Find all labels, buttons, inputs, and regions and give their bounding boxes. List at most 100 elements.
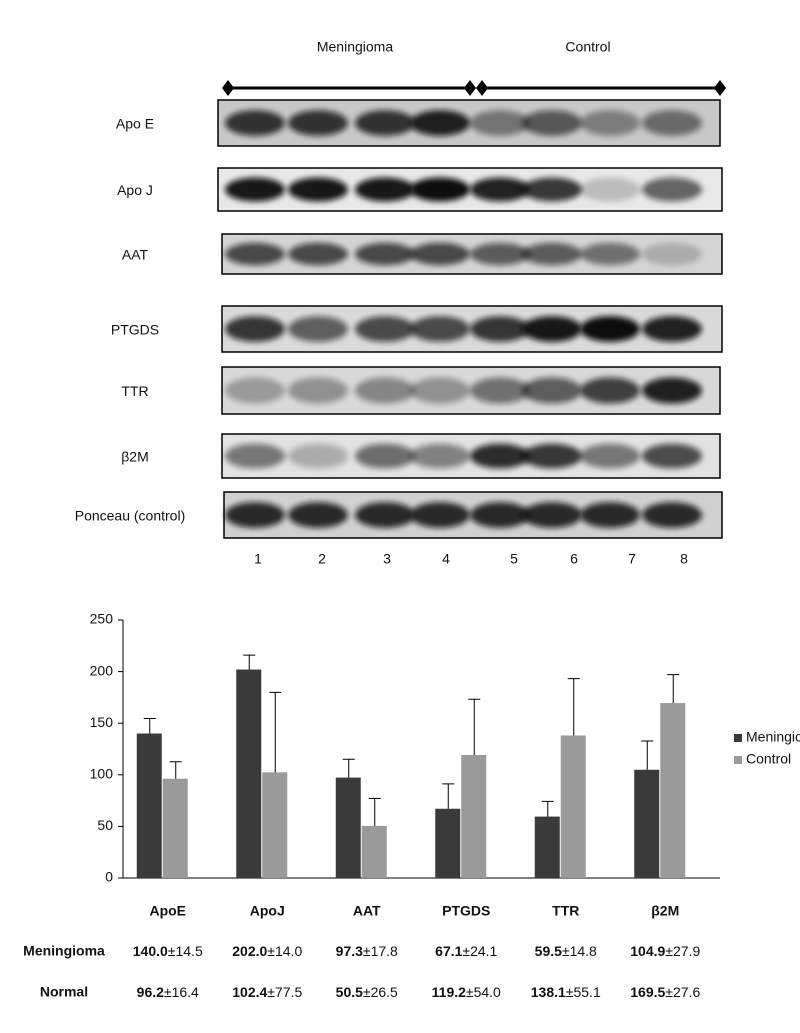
table-row-label: Meningioma	[23, 943, 105, 959]
y-tick-label: 50	[97, 817, 113, 833]
table-cell: 104.9±27.9	[630, 943, 700, 959]
x-tick-label: PTGDS	[442, 903, 490, 919]
cell-sd: ±17.8	[363, 943, 398, 959]
y-tick-label: 100	[90, 766, 114, 782]
bar	[560, 735, 586, 878]
blot: Apo E Apo J AAT PTGDS TTR β2M Ponceau (control…	[75, 99, 723, 567]
bar	[136, 733, 162, 878]
table-cell: 140.0±14.5	[133, 943, 203, 959]
blot-band	[522, 443, 582, 469]
blot-band	[225, 377, 285, 404]
blot-band	[355, 443, 415, 469]
blot-band	[288, 443, 348, 469]
cell-mean: 59.5	[535, 943, 562, 959]
lane-number: 3	[383, 551, 391, 567]
error-bar	[368, 798, 381, 826]
group-label: Control	[565, 39, 610, 55]
blot-band	[642, 242, 702, 266]
bar	[634, 769, 660, 878]
lane-number: 4	[442, 551, 450, 567]
x-tick-label: AAT	[353, 903, 381, 919]
table-cell: 138.1±55.1	[531, 984, 601, 1000]
table-cell: 67.1±24.1	[435, 943, 497, 959]
cell-sd: ±27.9	[665, 943, 700, 959]
cell-mean: 140.0	[133, 943, 168, 959]
group-arrows	[222, 80, 726, 96]
blot-band	[470, 242, 530, 266]
blot-band	[225, 110, 285, 136]
error-bar	[641, 740, 654, 770]
y-tick-label: 250	[90, 611, 114, 627]
blot-band	[470, 443, 530, 469]
blot-band	[410, 502, 470, 528]
blot-band	[522, 377, 582, 404]
cell-sd: ±77.5	[267, 984, 302, 1000]
error-bar	[667, 674, 680, 704]
blot-band	[225, 316, 285, 342]
blot-band	[642, 502, 702, 528]
blot-band	[470, 177, 530, 202]
blot-band	[642, 110, 702, 136]
y-tick-label: 200	[90, 662, 114, 678]
blot-band	[470, 316, 530, 342]
blot-band	[355, 377, 415, 404]
blot-band	[355, 502, 415, 528]
blot-band	[522, 242, 582, 266]
blot-band	[410, 377, 470, 404]
blot-band	[580, 110, 640, 136]
cell-mean: 104.9	[630, 943, 665, 959]
blot-band	[580, 502, 640, 528]
blot-band	[355, 110, 415, 136]
blot-band	[410, 443, 470, 469]
blot-band	[288, 316, 348, 342]
cell-sd: ±14.0	[267, 943, 302, 959]
table-row-label: Normal	[40, 984, 88, 1000]
blot-band	[410, 316, 470, 342]
row-label: PTGDS	[111, 322, 159, 338]
blot-band	[288, 377, 348, 404]
table-cell: 59.5±14.8	[535, 943, 597, 959]
error-bar	[342, 758, 355, 778]
table-cell: 119.2±54.0	[432, 984, 501, 1000]
bar	[162, 778, 188, 878]
error-bar	[567, 678, 580, 736]
lane-number: 2	[318, 551, 326, 567]
lane-number: 5	[510, 551, 518, 567]
blot-band	[642, 443, 702, 469]
bar	[435, 808, 461, 878]
x-tick-label: ApoJ	[250, 903, 285, 919]
bar	[236, 669, 262, 878]
blot-band	[470, 377, 530, 404]
table-cell: 97.3±17.8	[336, 943, 398, 959]
blot-band	[642, 177, 702, 202]
cell-mean: 97.3	[336, 943, 363, 959]
row-label: Apo J	[117, 182, 153, 198]
blot-band	[580, 443, 640, 469]
blot-band	[288, 177, 348, 202]
row-label: Apo E	[116, 116, 154, 132]
cell-sd: ±24.1	[462, 943, 497, 959]
cell-mean: 169.5	[630, 984, 665, 1000]
blot-band	[355, 316, 415, 342]
lane-number: 7	[628, 551, 636, 567]
table-cell: 202.0±14.0	[232, 943, 302, 959]
blot-band	[288, 242, 348, 266]
blot-band	[470, 502, 530, 528]
row-label: Ponceau (control)	[75, 508, 186, 524]
error-bar	[468, 698, 481, 755]
y-tick-label: 150	[90, 714, 114, 730]
table-cell: 169.5±27.6	[630, 984, 700, 1000]
blot-band	[410, 110, 470, 136]
table-cell: 102.4±77.5	[232, 984, 302, 1000]
blot-band	[225, 177, 285, 202]
error-bar	[143, 718, 156, 734]
cell-sd: ±54.0	[466, 984, 501, 1000]
cell-sd: ±16.4	[164, 984, 199, 1000]
legend-label: Control	[746, 751, 791, 767]
blot-band	[580, 242, 640, 266]
blot-band	[642, 377, 702, 404]
cell-sd: ±55.1	[566, 984, 601, 1000]
cell-mean: 102.4	[232, 984, 267, 1000]
blot-band	[288, 502, 348, 528]
